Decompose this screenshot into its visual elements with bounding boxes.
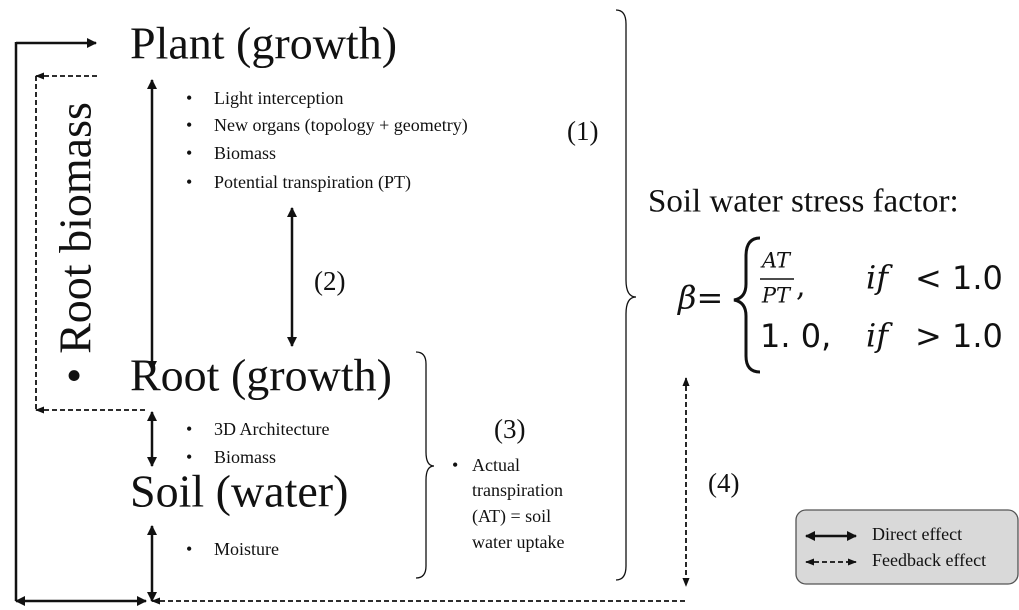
legend-label: Direct effect	[872, 524, 962, 544]
step-label: (2)	[314, 266, 345, 296]
stress-title: Soil water stress factor:	[648, 184, 959, 220]
brace	[615, 9, 637, 581]
bullet-dot: •	[186, 143, 192, 163]
plant-bullets: • Light interception • New organs (topolog…	[186, 88, 468, 193]
bullet: Potential transpiration (PT)	[214, 172, 411, 193]
bullet: Moisture	[214, 539, 279, 559]
denominator: PT	[761, 284, 792, 308]
bullet-dot: •	[186, 172, 192, 192]
uptake-line: (AT) = soil	[472, 506, 551, 527]
stress-formula: Soil water stress factor: β= AT PT , if …	[648, 184, 1003, 374]
case-brace	[733, 236, 761, 374]
step-label: (3)	[494, 414, 525, 444]
arrows	[14, 38, 690, 606]
root-bullets: • 3D Architecture • Biomass	[186, 419, 329, 467]
bullet-dot: •	[186, 539, 192, 559]
case-value: 1. 0,	[760, 317, 831, 355]
relation: > 1.0	[915, 317, 1003, 355]
condition: if	[866, 317, 893, 355]
root-title: Root (growth)	[130, 350, 392, 401]
bullet-dot: •	[186, 419, 192, 439]
uptake-line: water uptake	[472, 532, 564, 552]
soil-bullets: • Moisture	[186, 539, 279, 559]
step-label: (4)	[708, 468, 739, 498]
bullet: New organs (topology + geometry)	[214, 115, 468, 136]
bullet-dot: •	[186, 447, 192, 467]
step-label: (1)	[567, 116, 598, 146]
bullet-dot: •	[186, 115, 192, 135]
bullet: Biomass	[214, 143, 276, 163]
bullet: Light interception	[214, 88, 343, 108]
comma: ,	[796, 269, 806, 304]
bullet-dot: •	[186, 88, 192, 108]
legend-label: Feedback effect	[872, 550, 986, 570]
relation: < 1.0	[915, 259, 1003, 297]
numerator: AT	[760, 249, 792, 273]
legend: Direct effect Feedback effect	[795, 509, 1019, 585]
bullet-dot: •	[66, 350, 82, 401]
bullet: 3D Architecture	[214, 419, 329, 439]
beta: β=	[677, 279, 723, 317]
brace	[415, 351, 435, 579]
uptake-line: transpiration	[472, 480, 563, 500]
side-label: Root biomass	[50, 102, 101, 354]
bullet-dot: •	[452, 455, 458, 475]
plant-title: Plant (growth)	[130, 18, 397, 69]
uptake: • Actual transpiration (AT) = soil water…	[452, 455, 564, 552]
soil-title: Soil (water)	[130, 466, 348, 517]
uptake-line: Actual	[472, 455, 520, 475]
legend-box	[795, 509, 1019, 585]
condition: if	[866, 259, 893, 297]
bullet: Biomass	[214, 447, 276, 467]
